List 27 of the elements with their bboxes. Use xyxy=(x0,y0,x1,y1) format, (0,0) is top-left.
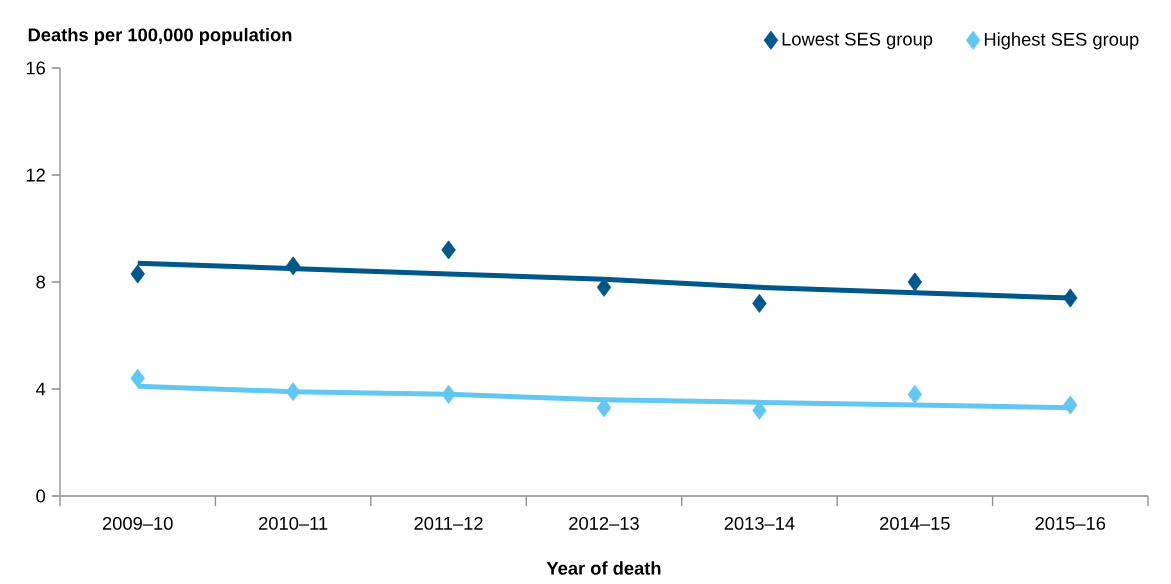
point xyxy=(907,384,923,404)
x-axis-title: Year of death xyxy=(546,561,661,575)
point xyxy=(1063,395,1078,415)
x-tick-label: 2014–15 xyxy=(880,516,950,530)
x-tick-label: 2013–14 xyxy=(724,516,795,530)
x-tick-label: 2010–11 xyxy=(259,516,328,530)
point xyxy=(907,272,923,292)
point xyxy=(441,240,456,260)
x-tick-label: 2011–12 xyxy=(414,516,483,530)
point xyxy=(441,384,456,404)
y-tick-label: 8 xyxy=(36,275,45,289)
x-tick-label: 2015–16 xyxy=(1035,516,1106,530)
point xyxy=(285,382,301,402)
point xyxy=(285,256,301,276)
y-tick-label: 4 xyxy=(36,382,46,396)
x-tick-label: 2009–10 xyxy=(102,516,173,530)
legend-label: Lowest SES group xyxy=(782,32,933,50)
y-tick-label: 16 xyxy=(26,61,45,75)
point xyxy=(752,293,767,313)
legend-label: Highest SES group xyxy=(984,32,1139,50)
point xyxy=(130,264,145,284)
point xyxy=(130,368,145,388)
x-tick-label: 2012–13 xyxy=(569,516,639,530)
y-tick-label: 12 xyxy=(26,168,45,182)
y-axis-title: Deaths per 100,000 population xyxy=(28,27,292,45)
point xyxy=(1063,288,1078,308)
y-tick-label: 0 xyxy=(36,489,46,503)
